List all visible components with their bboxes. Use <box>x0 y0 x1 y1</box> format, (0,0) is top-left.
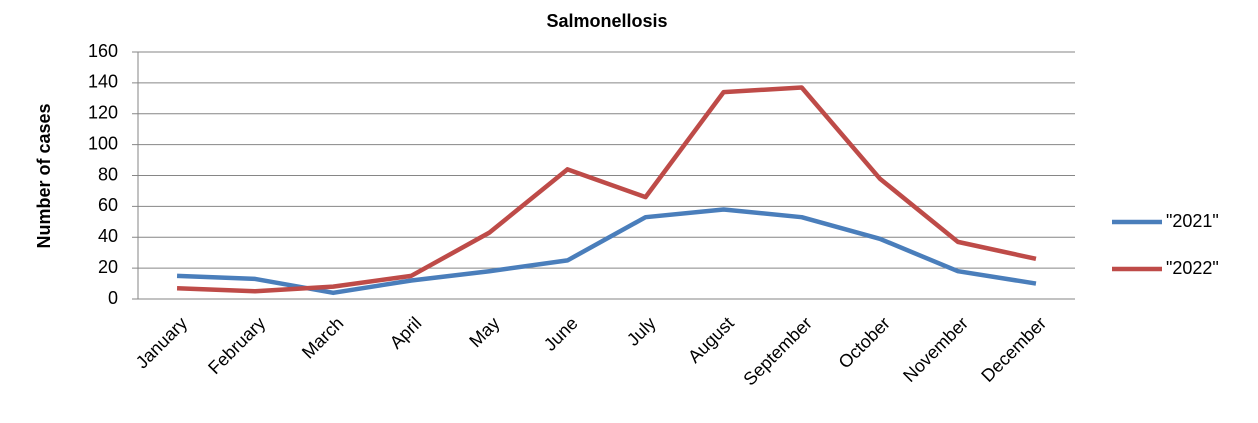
x-tick-label: January <box>132 313 191 372</box>
y-tick-label: 0 <box>108 288 118 308</box>
x-tick-label: October <box>835 313 894 372</box>
y-tick-label: 80 <box>98 164 118 184</box>
y-tick-label: 100 <box>88 133 118 153</box>
x-tick-label: December <box>977 313 1050 386</box>
x-tick-label: July <box>623 313 660 350</box>
x-tick-label: February <box>204 313 269 378</box>
y-tick-label: 120 <box>88 103 118 123</box>
x-tick-label: June <box>540 313 582 355</box>
x-tick-label: November <box>899 313 972 386</box>
y-tick-label: 60 <box>98 195 118 215</box>
x-tick-label: March <box>298 313 348 363</box>
chart-title: Salmonellosis <box>546 11 667 31</box>
legend-label: "2021" <box>1166 211 1219 231</box>
series-line <box>176 207 1037 296</box>
y-tick-label: 160 <box>88 41 118 61</box>
series-line <box>176 85 1037 294</box>
x-tick-label: August <box>684 313 738 367</box>
x-tick-label: May <box>465 313 503 351</box>
y-tick-label: 140 <box>88 72 118 92</box>
x-tick-label: September <box>739 313 815 389</box>
legend-label: "2022" <box>1166 258 1219 278</box>
y-tick-label: 20 <box>98 257 118 277</box>
y-tick-label: 40 <box>98 226 118 246</box>
y-axis-label: Number of cases <box>34 103 54 248</box>
x-tick-label: April <box>386 313 426 353</box>
